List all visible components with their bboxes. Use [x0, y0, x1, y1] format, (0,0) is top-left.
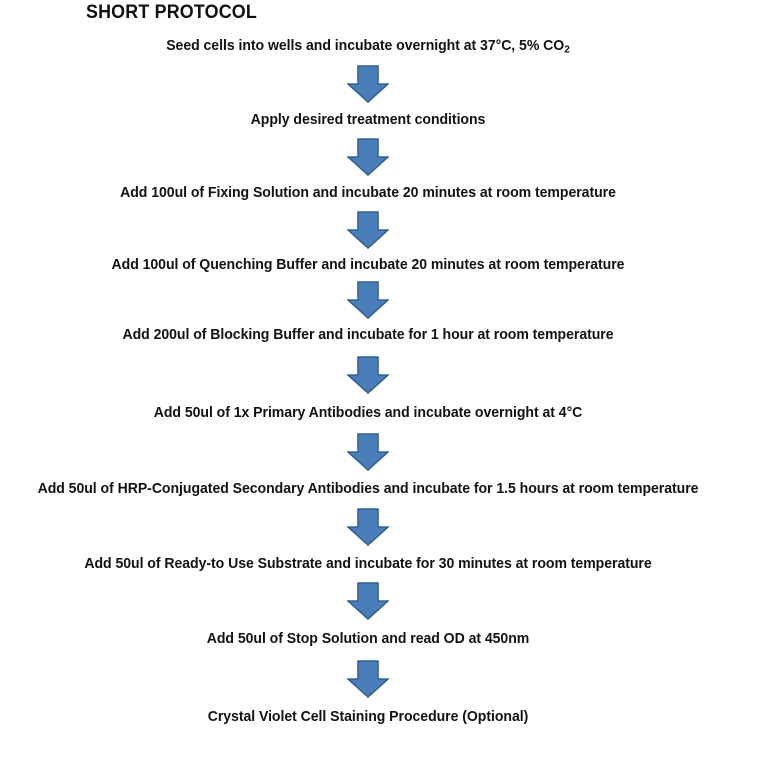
flow-step-9: Add 50ul of Stop Solution and read OD at…	[206, 631, 530, 648]
down-arrow-icon	[347, 138, 389, 176]
down-arrow-icon	[347, 65, 389, 104]
flow-step-7: Add 50ul of HRP-Conjugated Secondary Ant…	[37, 480, 699, 497]
flow-step-8: Add 50ul of Ready-to Use Substrate and i…	[84, 555, 652, 572]
down-arrow-icon	[347, 660, 389, 698]
down-arrow-icon	[347, 433, 389, 471]
flow-connector-1	[0, 65, 736, 104]
down-arrow-icon	[347, 582, 389, 621]
down-arrow-icon	[347, 356, 389, 395]
down-arrow-icon	[347, 507, 389, 546]
flow-step-5: Add 200ul of Blocking Buffer and incubat…	[122, 327, 614, 344]
flow-connector-6	[0, 433, 736, 471]
page-title: SHORT PROTOCOL	[86, 2, 257, 23]
flow-connector-4	[0, 281, 736, 320]
flow-connector-7	[0, 507, 736, 546]
flow-connector-2	[0, 138, 736, 176]
flow-step-2: Apply desired treatment conditions	[250, 112, 486, 129]
down-arrow-icon	[347, 210, 389, 249]
flow-connector-5	[0, 356, 736, 395]
flow-connector-9	[0, 660, 736, 698]
flow-step-4: Add 100ul of Quenching Buffer and incuba…	[111, 256, 625, 273]
flow-step-3: Add 100ul of Fixing Solution and incubat…	[120, 184, 616, 201]
flow-connector-8	[0, 582, 736, 621]
down-arrow-icon	[347, 281, 389, 320]
flow-step-6: Add 50ul of 1x Primary Antibodies and in…	[153, 405, 583, 422]
flow-step-1: Seed cells into wells and incubate overn…	[166, 38, 570, 56]
flow-step-10: Crystal Violet Cell Staining Procedure (…	[207, 708, 529, 725]
flow-connector-3	[0, 210, 736, 249]
flow-steps-container: Seed cells into wells and incubate overn…	[0, 36, 736, 728]
